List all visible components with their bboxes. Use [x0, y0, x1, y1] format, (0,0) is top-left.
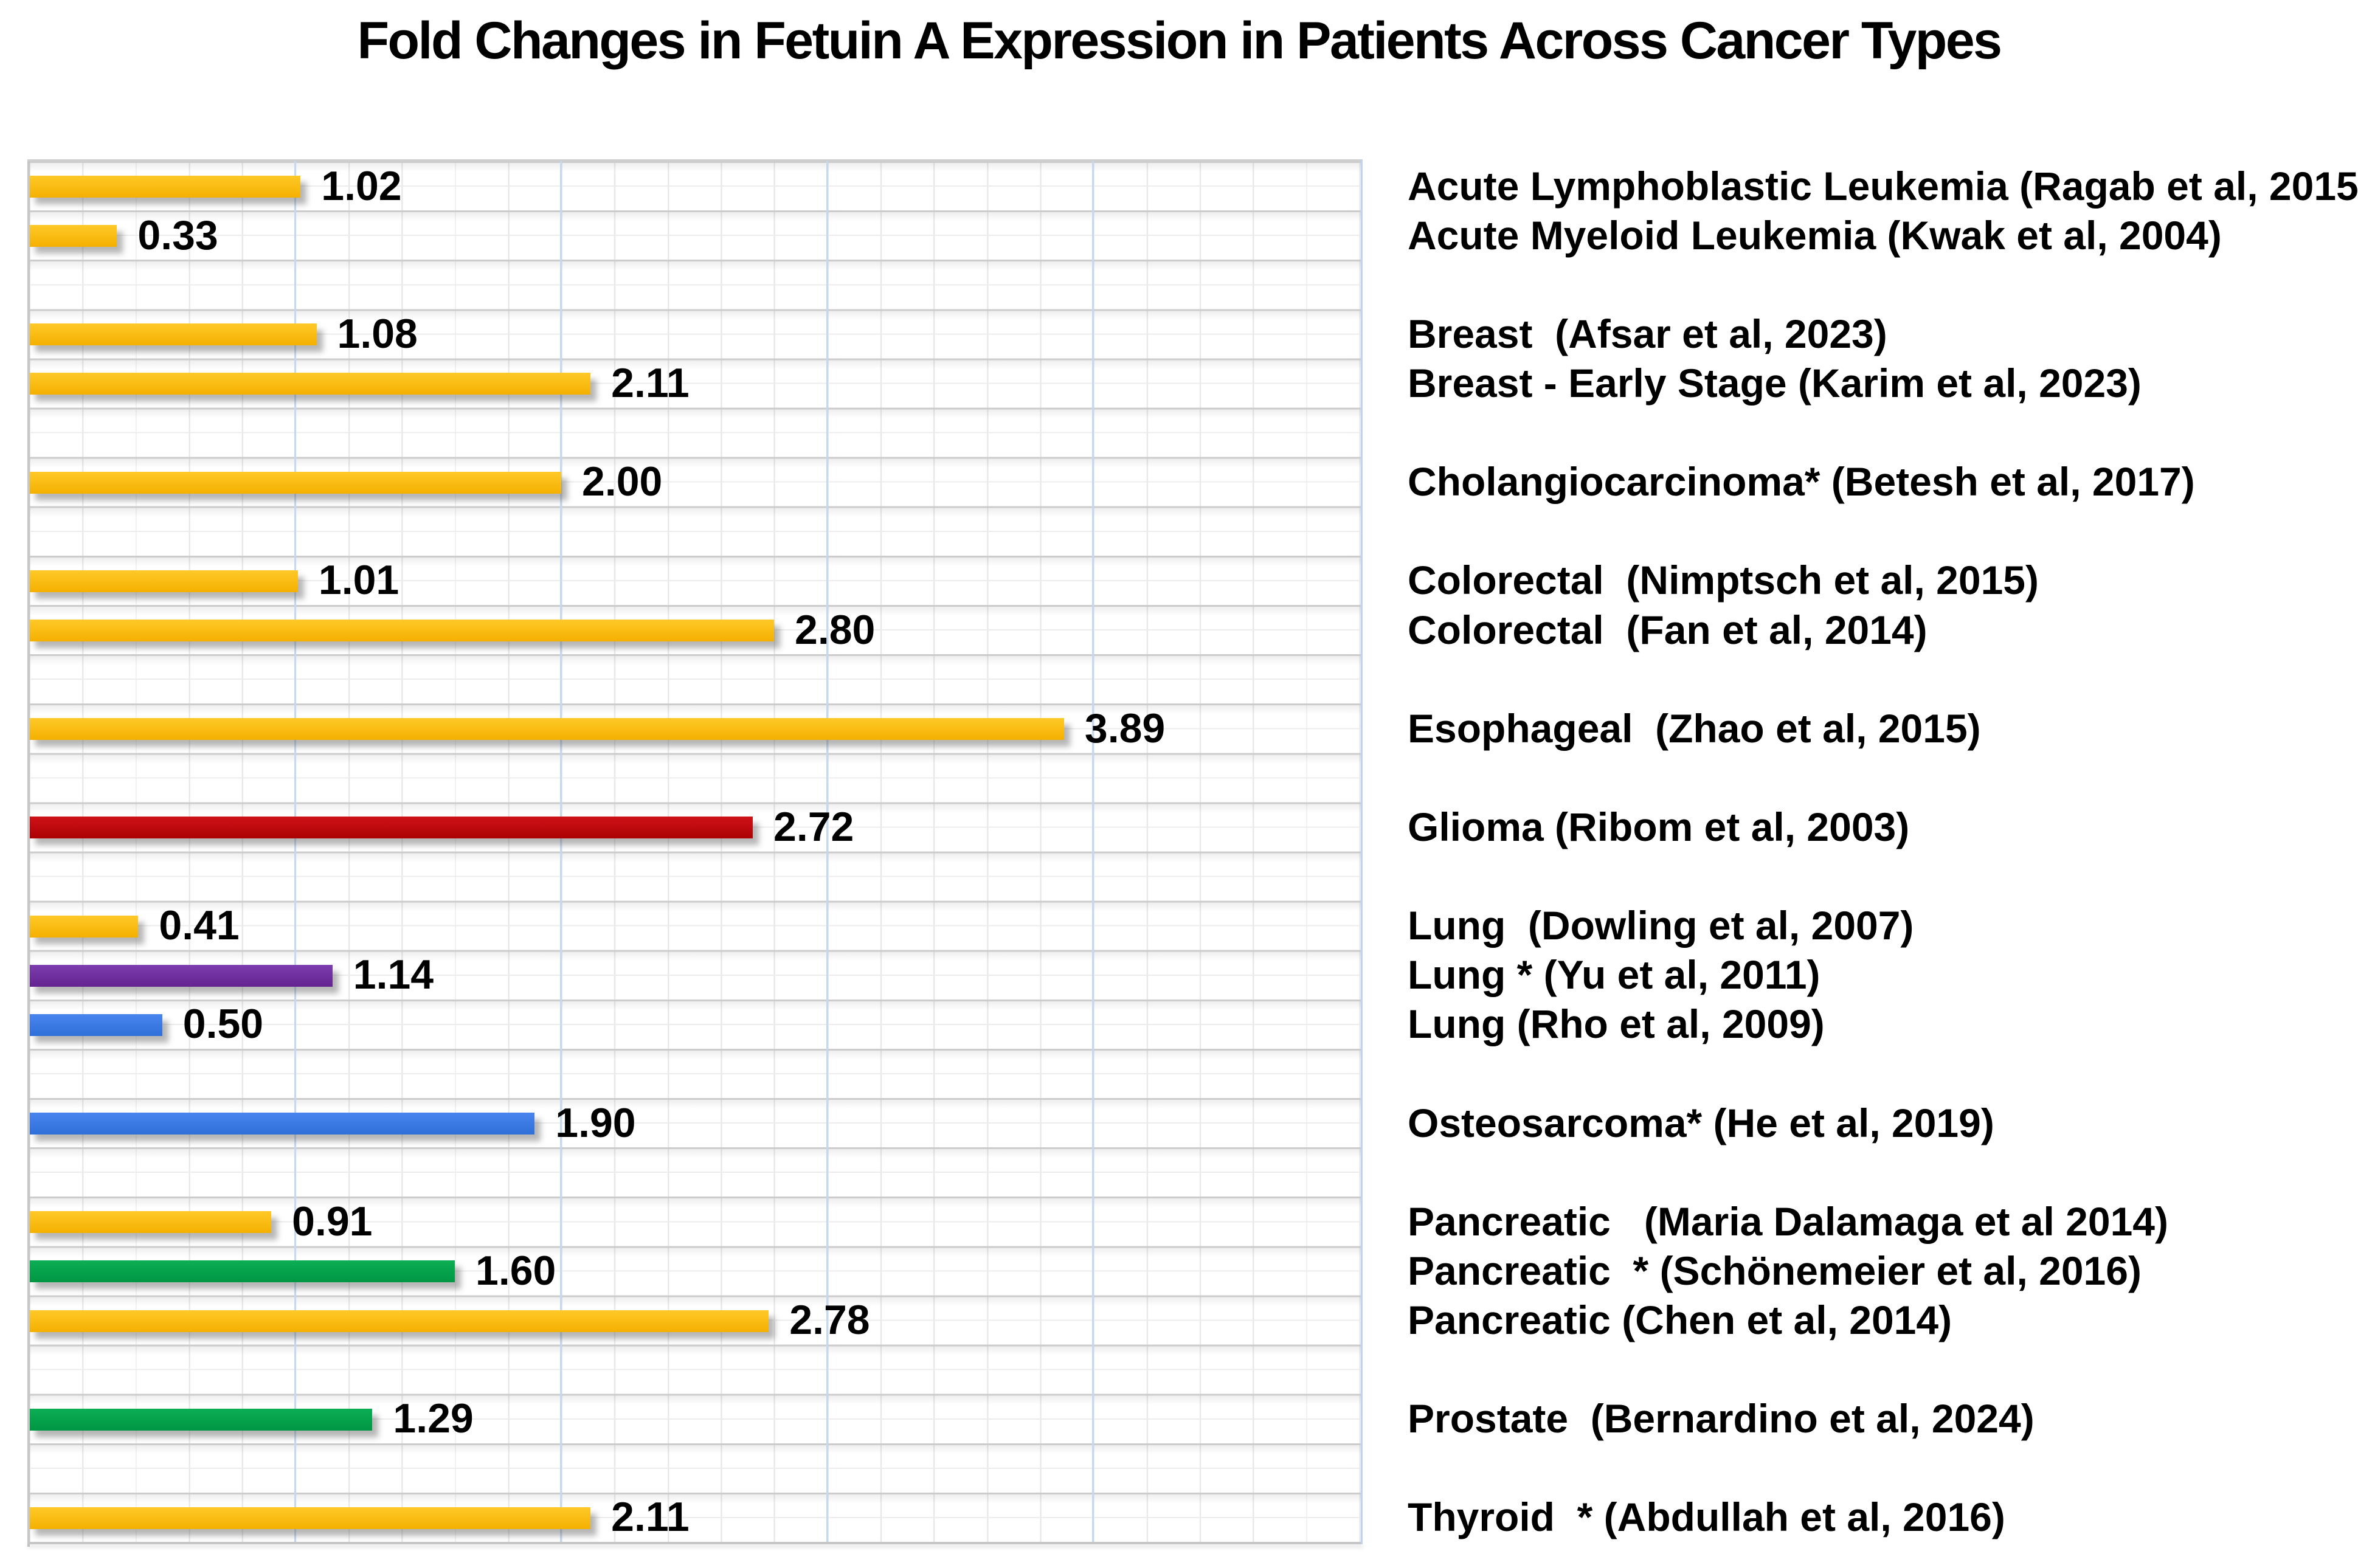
category-label: Breast (Afsar et al, 2023) — [1408, 311, 1887, 356]
value-label: 2.72 — [773, 803, 854, 850]
bar — [29, 225, 117, 247]
value-label: 0.50 — [182, 1001, 264, 1048]
bar — [29, 718, 1064, 741]
plot-border-top — [27, 159, 1363, 161]
major-gridline — [826, 161, 828, 1542]
category-label: Osteosarcoma* (He et al, 2019) — [1408, 1100, 1994, 1145]
plot-border-bottom — [27, 1542, 1363, 1544]
value-label: 1.01 — [318, 557, 399, 604]
bar — [29, 817, 753, 839]
plot-border-right — [1361, 159, 1363, 1544]
category-label: Acute Myeloid Leukemia (Kwak et al, 2004… — [1408, 212, 2222, 258]
bar — [29, 570, 298, 592]
major-gridline — [1092, 161, 1094, 1542]
chart-title: Fold Changes in Fetuin A Expression in P… — [357, 12, 2002, 70]
plot-border-left — [27, 159, 30, 1547]
value-label: 0.33 — [137, 212, 218, 258]
bar — [29, 915, 139, 938]
category-label: Lung (Rho et al, 2009) — [1408, 1001, 1825, 1047]
category-label: Colorectal (Fan et al, 2014) — [1408, 607, 1928, 652]
category-label: Lung * (Yu et al, 2011) — [1408, 952, 1820, 998]
category-label: Thyroid * (Abdullah et al, 2016) — [1408, 1494, 2005, 1540]
bar — [29, 620, 774, 642]
plot-area: 1.02 0.33 1.08 2.11 2.00 1.01 2.80 3.89 2.72 0.41… — [27, 161, 1361, 1542]
bar — [29, 323, 317, 346]
major-gridline — [294, 161, 296, 1542]
category-label: Pancreatic * (Schönemeier et al, 2016) — [1408, 1248, 2142, 1293]
value-label: 1.60 — [475, 1247, 556, 1294]
value-label: 2.78 — [789, 1297, 870, 1344]
bar — [29, 471, 561, 494]
major-gridline — [560, 161, 562, 1542]
bar — [29, 1310, 769, 1332]
category-label: Pancreatic (Maria Dalamaga et al 2014) — [1408, 1198, 2168, 1244]
category-label: Acute Lymphoblastic Leukemia (Ragab et a… — [1408, 163, 2358, 209]
bar — [29, 1211, 272, 1234]
value-label: 2.80 — [795, 606, 876, 653]
value-label: 1.02 — [321, 162, 402, 209]
value-label: 1.14 — [353, 952, 434, 998]
bar — [29, 176, 301, 198]
category-label: Prostate (Bernardino et al, 2024) — [1408, 1396, 2035, 1442]
value-label: 3.89 — [1084, 705, 1166, 751]
category-label: Cholangiocarcinoma* (Betesh et al, 2017) — [1408, 459, 2195, 505]
bar — [29, 1113, 535, 1135]
category-label: Glioma (Ribom et al, 2003) — [1408, 804, 1910, 849]
category-label: Esophageal (Zhao et al, 2015) — [1408, 705, 1981, 751]
category-label: Colorectal (Nimptsch et al, 2015) — [1408, 558, 2039, 603]
bar — [29, 964, 333, 987]
value-label: 0.41 — [159, 902, 240, 949]
bar — [29, 1260, 455, 1283]
value-label: 1.90 — [555, 1099, 636, 1146]
category-label: Pancreatic (Chen et al, 2014) — [1408, 1297, 1952, 1343]
bar — [29, 1507, 591, 1529]
value-label: 2.11 — [611, 1494, 690, 1541]
bar — [29, 1408, 373, 1431]
value-label: 1.29 — [393, 1395, 474, 1442]
value-label: 2.11 — [611, 359, 690, 406]
bar — [29, 1014, 162, 1036]
category-label: Lung (Dowling et al, 2007) — [1408, 903, 1914, 948]
value-label: 1.08 — [337, 310, 418, 357]
category-label: Breast - Early Stage (Karim et al, 2023) — [1408, 360, 2142, 406]
value-label: 2.00 — [582, 458, 663, 505]
bar — [29, 373, 591, 395]
value-label: 0.91 — [292, 1198, 373, 1245]
